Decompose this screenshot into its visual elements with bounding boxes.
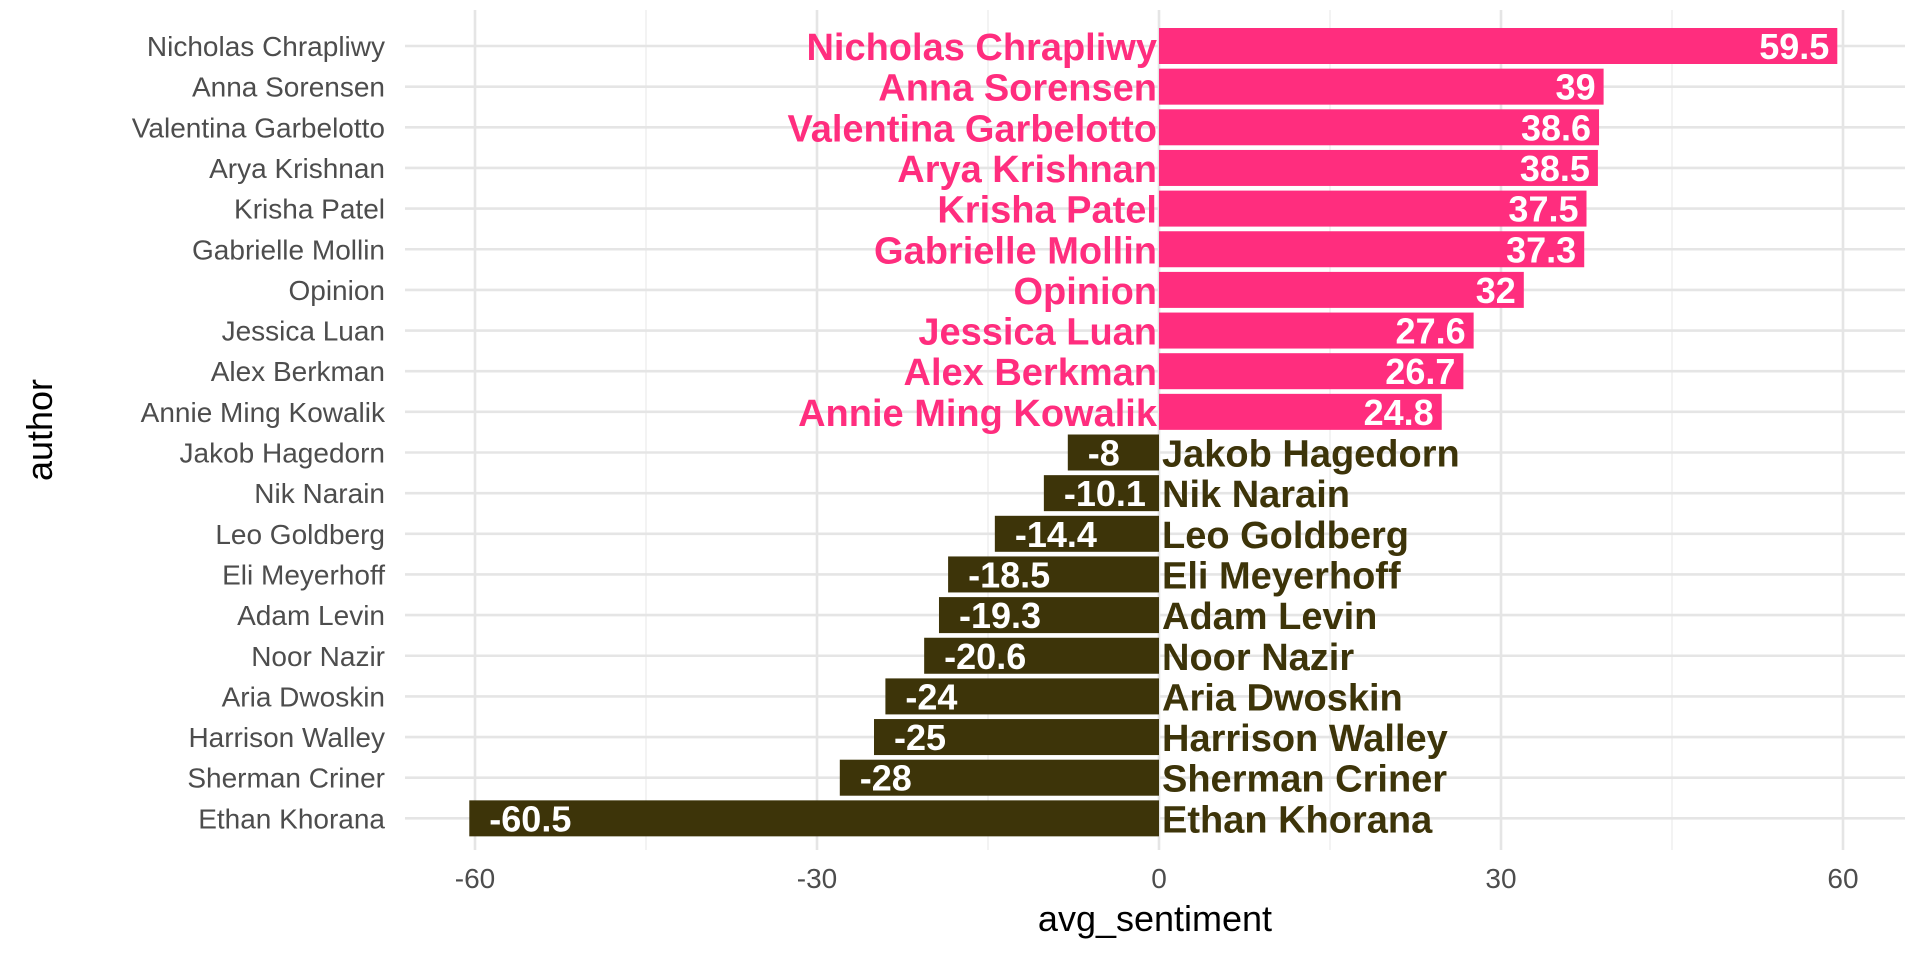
bar-name-label: Krisha Patel — [937, 190, 1157, 232]
bar — [885, 678, 1159, 715]
bar-value-label: 37.5 — [1508, 189, 1578, 230]
bar-name-label: Anna Sorensen — [878, 68, 1157, 110]
y-tick-label: Harrison Walley — [188, 722, 385, 753]
bar — [1159, 68, 1604, 105]
y-tick-label: Annie Ming Kowalik — [141, 397, 386, 428]
bar-value-label: -25 — [894, 717, 946, 758]
y-tick-label: Leo Goldberg — [215, 519, 385, 550]
x-tick-label: 30 — [1485, 863, 1516, 894]
x-axis: -60 -30 0 30 60 — [455, 863, 1859, 894]
y-tick-label: Opinion — [288, 275, 385, 306]
bar-name-label: Arya Krishnan — [897, 149, 1157, 191]
bar — [1159, 149, 1598, 186]
x-tick-label: -30 — [797, 863, 837, 894]
bar-name-label: Nik Narain — [1162, 474, 1350, 516]
bar-value-label: 38.6 — [1521, 107, 1591, 148]
bar-name-label: Alex Berkman — [904, 352, 1157, 394]
y-tick-label: Arya Krishnan — [209, 153, 385, 184]
bar — [1067, 434, 1159, 471]
y-axis: Nicholas Chrapliwy Anna Sorensen Valentina… — [132, 31, 386, 834]
bar — [948, 556, 1159, 593]
y-tick-label: Jessica Luan — [222, 316, 385, 347]
y-tick-label: Nik Narain — [254, 478, 385, 509]
bar-value-label: -8 — [1088, 433, 1120, 474]
bar-name-label: Noor Nazir — [1162, 637, 1354, 679]
bar — [874, 719, 1159, 756]
bar-name-label: Aria Dwoskin — [1162, 677, 1403, 719]
bar-name-label: Harrison Walley — [1162, 718, 1448, 760]
bar — [1159, 353, 1464, 390]
y-tick-label: Nicholas Chrapliwy — [147, 31, 385, 62]
y-tick-label: Noor Nazir — [251, 641, 385, 672]
bar — [938, 597, 1159, 634]
bar-name-label: Adam Levin — [1162, 596, 1377, 638]
bar — [1159, 312, 1474, 349]
value-labels: 59.53938.638.537.537.33227.626.724.8-8-1… — [489, 26, 1829, 839]
y-tick-label: Valentina Garbelotto — [132, 112, 385, 143]
y-tick-label: Ethan Khorana — [198, 803, 385, 834]
bar — [1159, 231, 1585, 268]
bars — [469, 28, 1838, 837]
bar-value-label: -14.4 — [1015, 514, 1097, 555]
x-tick-label: 0 — [1151, 863, 1167, 894]
bar-value-label: 59.5 — [1759, 26, 1829, 67]
bar — [1043, 475, 1159, 512]
bar-name-label: Leo Goldberg — [1162, 515, 1409, 557]
bar-value-label: -18.5 — [968, 554, 1050, 595]
bar — [1159, 28, 1838, 64]
bar-name-label: Nicholas Chrapliwy — [806, 27, 1157, 69]
bar-name-label: Annie Ming Kowalik — [798, 393, 1158, 435]
bar — [994, 515, 1159, 552]
bar — [469, 800, 1159, 837]
bar — [924, 637, 1159, 674]
bar — [1159, 271, 1524, 308]
bar-value-label: -28 — [860, 758, 912, 799]
bar-value-label: 26.7 — [1385, 351, 1455, 392]
bar-name-label: Sherman Criner — [1162, 759, 1447, 801]
bar-value-label: 38.5 — [1520, 148, 1590, 189]
bar — [839, 759, 1159, 796]
y-tick-label: Krisha Patel — [234, 194, 385, 225]
y-tick-label: Jakob Hagedorn — [180, 438, 385, 469]
y-tick-label: Aria Dwoskin — [222, 681, 385, 712]
bar-name-label: Ethan Khorana — [1162, 799, 1433, 841]
bar-value-label: -20.6 — [944, 636, 1026, 677]
y-tick-label: Sherman Criner — [187, 763, 385, 794]
bar — [1159, 393, 1442, 430]
bar-name-label: Jakob Hagedorn — [1162, 434, 1460, 476]
bar-value-label: 32 — [1476, 270, 1516, 311]
y-axis-title: author — [19, 379, 60, 481]
y-tick-label: Anna Sorensen — [192, 72, 385, 103]
bar-value-label: 37.3 — [1506, 229, 1576, 270]
x-axis-title: avg_sentiment — [1038, 898, 1272, 939]
bar-value-label: 27.6 — [1396, 311, 1466, 352]
bar-value-label: -10.1 — [1064, 473, 1146, 514]
bar-value-label: 24.8 — [1364, 392, 1434, 433]
bar-name-label: Gabrielle Mollin — [874, 230, 1157, 272]
x-tick-label: 60 — [1827, 863, 1858, 894]
bar-name-label: Valentina Garbelotto — [787, 108, 1157, 150]
y-tick-label: Gabrielle Mollin — [192, 234, 385, 265]
x-tick-label: -60 — [455, 863, 495, 894]
bar-value-label: -60.5 — [489, 798, 571, 839]
y-tick-label: Eli Meyerhoff — [222, 559, 385, 590]
bar-value-label: -24 — [905, 676, 957, 717]
bar-name-label: Opinion — [1013, 271, 1157, 313]
bar-name-label: Eli Meyerhoff — [1162, 555, 1401, 597]
y-tick-label: Alex Berkman — [211, 356, 385, 387]
bar-name-label: Jessica Luan — [918, 312, 1157, 354]
bar-value-label: -19.3 — [959, 595, 1041, 636]
y-tick-label: Adam Levin — [237, 600, 385, 631]
bar — [1159, 190, 1587, 227]
bar-value-label: 39 — [1556, 67, 1596, 108]
bar — [1159, 109, 1600, 146]
